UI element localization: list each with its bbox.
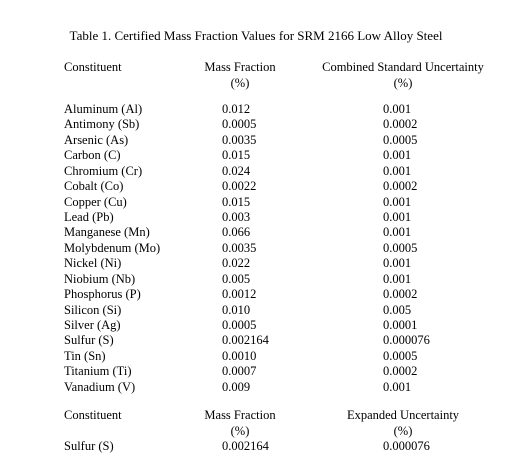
table-title: Table 1. Certified Mass Fraction Values … xyxy=(69,28,443,43)
table1-header-constituent: Constituent xyxy=(64,60,122,74)
row-uncertainty: 0.001 xyxy=(383,102,412,116)
row-uncertainty: 0.0002 xyxy=(383,117,418,132)
row-mass-fraction: 0.022 xyxy=(222,256,251,271)
row-uncertainty: 0.001 xyxy=(383,225,412,240)
row-mass-fraction: 0.066 xyxy=(222,225,251,240)
row-uncertainty: 0.0002 xyxy=(383,287,418,301)
row-constituent: Manganese (Mn) xyxy=(64,225,150,240)
row-constituent: Phosphorus (P) xyxy=(64,287,141,301)
row-uncertainty: 0.001 xyxy=(383,163,412,178)
row-constituent: Arsenic (As) xyxy=(64,132,129,147)
table2-header-constituent: Constituent xyxy=(64,408,122,422)
row-mass-fraction: 0.002164 xyxy=(222,333,269,348)
row-constituent: Sulfur (S) xyxy=(64,333,114,348)
table2-header-uncertainty: Expanded Uncertainty xyxy=(346,408,460,422)
row-uncertainty: 0.0002 xyxy=(383,364,418,379)
row-mass-fraction: 0.012 xyxy=(222,102,251,116)
table2-header-uncertainty-unit: (%) xyxy=(393,424,413,438)
row-constituent: Antimony (Sb) xyxy=(64,117,140,132)
row-mass-fraction: 0.0005 xyxy=(222,317,257,332)
row-mass-fraction: 0.0022 xyxy=(222,179,257,194)
row-mass-fraction: 0.0007 xyxy=(222,364,257,379)
table2-row-uncertainty: 0.000076 xyxy=(383,439,430,453)
row-mass-fraction: 0.0035 xyxy=(222,240,257,255)
row-uncertainty: 0.0005 xyxy=(383,240,418,255)
row-constituent: Titanium (Ti) xyxy=(64,364,132,379)
row-uncertainty: 0.001 xyxy=(383,194,412,209)
row-constituent: Niobium (Nb) xyxy=(64,271,136,286)
row-mass-fraction: 0.010 xyxy=(222,302,251,317)
row-uncertainty: 0.000076 xyxy=(383,333,430,348)
row-constituent: Chromium (Cr) xyxy=(64,163,143,178)
row-uncertainty: 0.0005 xyxy=(383,132,418,147)
row-mass-fraction: 0.009 xyxy=(222,379,251,394)
row-uncertainty: 0.001 xyxy=(383,209,412,224)
row-mass-fraction: 0.024 xyxy=(222,163,251,178)
row-uncertainty: 0.001 xyxy=(383,379,412,394)
row-uncertainty: 0.001 xyxy=(383,271,412,286)
row-mass-fraction: 0.0005 xyxy=(222,117,257,132)
row-mass-fraction: 0.015 xyxy=(222,194,251,209)
row-constituent: Vanadium (V) xyxy=(64,379,136,394)
row-mass-fraction: 0.0012 xyxy=(222,287,257,301)
table1-header-uncertainty: Combined Standard Uncertainty xyxy=(322,60,484,74)
table1-header-mass-fraction-unit: (%) xyxy=(230,76,250,90)
table1-header-mass-fraction: Mass Fraction xyxy=(204,60,276,74)
row-constituent: Lead (Pb) xyxy=(64,209,114,224)
row-uncertainty: 0.001 xyxy=(383,256,412,271)
table2-header-mass-fraction: Mass Fraction xyxy=(204,408,276,422)
row-constituent: Silver (Ag) xyxy=(64,317,121,332)
row-constituent: Molybdenum (Mo) xyxy=(64,240,161,255)
row-uncertainty: 0.005 xyxy=(383,302,412,317)
row-constituent: Tin (Sn) xyxy=(64,348,106,363)
row-uncertainty: 0.0002 xyxy=(383,179,418,194)
row-constituent: Carbon (C) xyxy=(64,148,121,163)
row-uncertainty: 0.0005 xyxy=(383,348,418,363)
row-uncertainty: 0.0001 xyxy=(383,317,418,332)
table1-header-uncertainty-unit: (%) xyxy=(393,76,413,90)
row-constituent: Nickel (Ni) xyxy=(64,256,122,271)
row-constituent: Cobalt (Co) xyxy=(64,179,124,194)
row-mass-fraction: 0.0010 xyxy=(222,348,257,363)
row-mass-fraction: 0.015 xyxy=(222,148,251,163)
row-mass-fraction: 0.0035 xyxy=(222,132,257,147)
table2-header-mass-fraction-unit: (%) xyxy=(230,424,250,438)
table2-row-value: 0.002164 xyxy=(222,439,269,453)
row-constituent: Copper (Cu) xyxy=(64,194,127,209)
row-mass-fraction: 0.005 xyxy=(222,271,251,286)
row-constituent: Aluminum (Al) xyxy=(64,102,143,116)
table2-row-name: Sulfur (S) xyxy=(64,439,114,453)
row-mass-fraction: 0.003 xyxy=(222,209,251,224)
row-constituent: Silicon (Si) xyxy=(64,302,122,317)
row-uncertainty: 0.001 xyxy=(383,148,412,163)
